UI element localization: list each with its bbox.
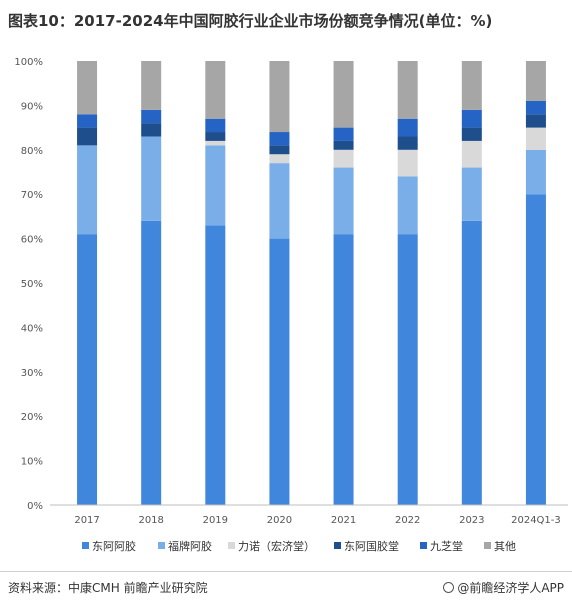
y-tick-label: 0%: [27, 501, 43, 512]
bar-segment: [525, 127, 546, 150]
x-tick-label: 2019: [203, 515, 228, 526]
legend-swatch: [484, 542, 491, 549]
bar-segment: [525, 100, 546, 115]
bar-segment: [269, 238, 290, 505]
y-tick-label: 70%: [21, 190, 43, 201]
legend-swatch: [82, 542, 89, 549]
footer-divider: [0, 571, 572, 572]
bar-segment: [269, 132, 290, 146]
brand-logo-icon: [443, 582, 455, 593]
x-tick-label: 2020: [267, 515, 292, 526]
bar-segment: [461, 61, 482, 110]
bar-segment: [333, 61, 354, 128]
bar-segment: [77, 234, 98, 505]
x-tick-label: 2017: [74, 515, 99, 526]
source-note: 资料来源：中康CMH 前瞻产业研究院: [8, 581, 208, 595]
bar-segment: [77, 127, 98, 146]
bar-segment: [141, 136, 162, 221]
bar-segment: [269, 61, 290, 133]
bar-segment: [397, 136, 418, 150]
bar-segment: [333, 167, 354, 235]
bar-segment: [77, 61, 98, 115]
bar-segment: [205, 145, 226, 226]
bar-segment: [525, 194, 546, 505]
legend-label: 东阿国胶堂: [344, 539, 399, 553]
bar-segment: [397, 118, 418, 137]
legend-label: 福牌阿胶: [168, 539, 212, 553]
legend-label: 其他: [494, 540, 516, 553]
legend-label: 东阿阿胶: [92, 539, 136, 553]
bar-segment: [205, 225, 226, 505]
bar-segment: [205, 118, 226, 133]
legend: 东阿阿胶 福牌阿胶 力诺（宏济堂） 东阿国胶堂 九芝堂 其他: [82, 539, 516, 553]
bar-segment: [461, 167, 482, 221]
bar-segment: [333, 127, 354, 141]
bar-segment: [461, 109, 482, 128]
bar-segment: [333, 234, 354, 505]
legend-swatch: [158, 542, 165, 549]
legend-label: 九芝堂: [430, 540, 463, 553]
bar-segment: [141, 123, 162, 137]
y-tick-label: 50%: [21, 279, 43, 290]
bar-segment: [333, 149, 354, 168]
bar-segment: [397, 176, 418, 235]
bar-segment: [461, 127, 482, 141]
x-tick-label: 2018: [138, 515, 163, 526]
y-tick-label: 30%: [21, 368, 43, 379]
bar-segment: [141, 220, 162, 505]
bar-segment: [269, 154, 290, 164]
bar-segment: [205, 61, 226, 119]
chart-title: 图表10：2017-2024年中国阿胶行业企业市场份额竞争情况(单位：%): [8, 12, 493, 30]
x-tick-label: 2022: [395, 515, 420, 526]
bar-segment: [525, 114, 546, 128]
bar-segment: [269, 163, 290, 239]
x-tick-label: 2021: [331, 515, 356, 526]
bar-segment: [461, 220, 482, 505]
bar-segment: [141, 109, 162, 124]
bar-segment: [77, 145, 98, 235]
bar-segment: [397, 234, 418, 505]
bars: [77, 61, 546, 505]
y-axis: 0% 10% 20% 30% 40% 50% 60% 70% 80% 90% 100%: [14, 57, 43, 512]
y-tick-label: 20%: [21, 412, 43, 423]
bar-segment: [77, 114, 98, 128]
legend-swatch: [228, 542, 235, 549]
legend-swatch: [334, 542, 341, 549]
x-axis: 2017 2018 2019 2020 2021 2022 2023 2024Q1-3: [74, 515, 560, 526]
y-tick-label: 40%: [21, 323, 43, 334]
bar-segment: [205, 132, 226, 141]
y-tick-label: 90%: [21, 101, 43, 112]
bar-segment: [397, 61, 418, 119]
bar-segment: [397, 149, 418, 177]
x-tick-label: 2023: [459, 515, 484, 526]
bar-segment: [461, 140, 482, 168]
bar-segment: [333, 140, 354, 150]
brand-text: @前瞻经济学人APP: [457, 581, 564, 595]
y-tick-label: 100%: [14, 57, 43, 68]
x-tick-label: 2024Q1-3: [511, 515, 561, 526]
brand-credit: @前瞻经济学人APP: [443, 579, 564, 596]
bar-segment: [205, 140, 226, 146]
y-tick-label: 60%: [21, 235, 43, 246]
bar-segment: [525, 61, 546, 101]
legend-label: 力诺（宏济堂）: [238, 539, 315, 553]
bar-segment: [269, 145, 290, 155]
y-tick-label: 80%: [21, 146, 43, 157]
legend-swatch: [420, 542, 427, 549]
bar-segment: [141, 61, 162, 110]
y-tick-label: 10%: [21, 457, 43, 468]
bar-segment: [525, 149, 546, 195]
